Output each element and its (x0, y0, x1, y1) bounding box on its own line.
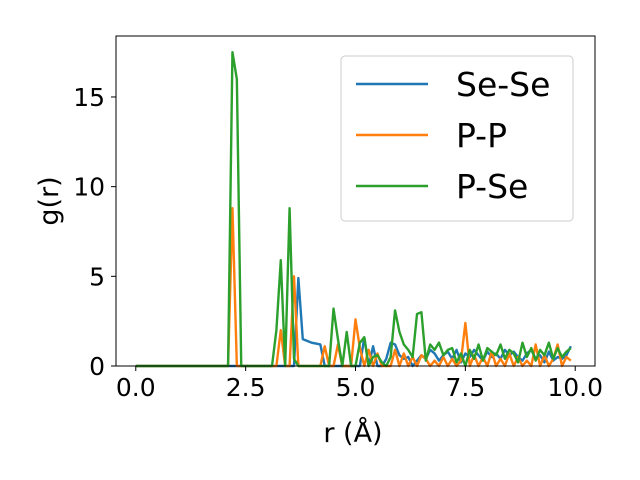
x-tick-label: 5.0 (336, 373, 376, 402)
x-tick-label: 0.0 (116, 373, 156, 402)
legend-label-se-se: Se-Se (456, 65, 550, 104)
x-tick-label: 10.0 (547, 373, 603, 402)
series-line-p-p (135, 206, 572, 368)
legend: Se-Se P-P P-Se (340, 55, 574, 222)
legend-label-p-p: P-P (456, 116, 507, 155)
x-tick-label: 7.5 (445, 373, 485, 402)
y-tick-label: 10 (73, 173, 105, 202)
y-tick-label: 5 (89, 262, 105, 291)
y-tick-label: 15 (73, 83, 105, 112)
x-axis-label: r (Å) (323, 417, 382, 449)
x-tick-label: 2.5 (226, 373, 266, 402)
legend-label-p-se: P-Se (456, 167, 528, 206)
y-axis-label: g(r) (34, 176, 65, 225)
axes: 0.0 2.5 5.0 7.5 10.0 0 5 10 15 (73, 35, 603, 402)
legend-box (340, 55, 574, 222)
y-tick-label: 0 (89, 352, 105, 381)
